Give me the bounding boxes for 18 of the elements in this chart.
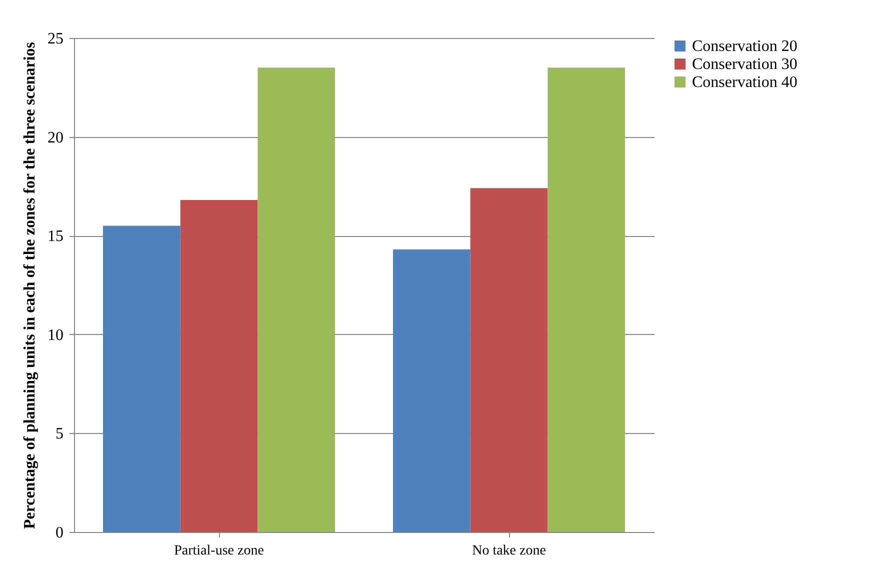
y-tick-label: 5: [56, 426, 64, 443]
y-axis-title: Percentage of planning units in each of the zones for the three scenarios: [22, 42, 38, 530]
bar: [258, 68, 335, 532]
bar: [393, 249, 470, 532]
y-tick-label: 0: [56, 524, 64, 542]
y-tick-label: 15: [48, 228, 64, 246]
bar: [103, 226, 180, 532]
x-tick-label: No take zone: [472, 544, 546, 558]
legend-label: Conservation 40: [692, 74, 798, 91]
legend-label: Conservation 20: [692, 38, 798, 55]
x-tick-label: Partial-use zone: [174, 544, 264, 558]
y-tick-label: 10: [48, 326, 64, 344]
bar: [548, 68, 625, 532]
legend-label: Conservation 30: [692, 56, 798, 73]
y-tick-label: 25: [48, 30, 64, 48]
y-tick-label: 20: [48, 129, 64, 146]
bar: [470, 188, 548, 532]
bar: [180, 200, 258, 532]
